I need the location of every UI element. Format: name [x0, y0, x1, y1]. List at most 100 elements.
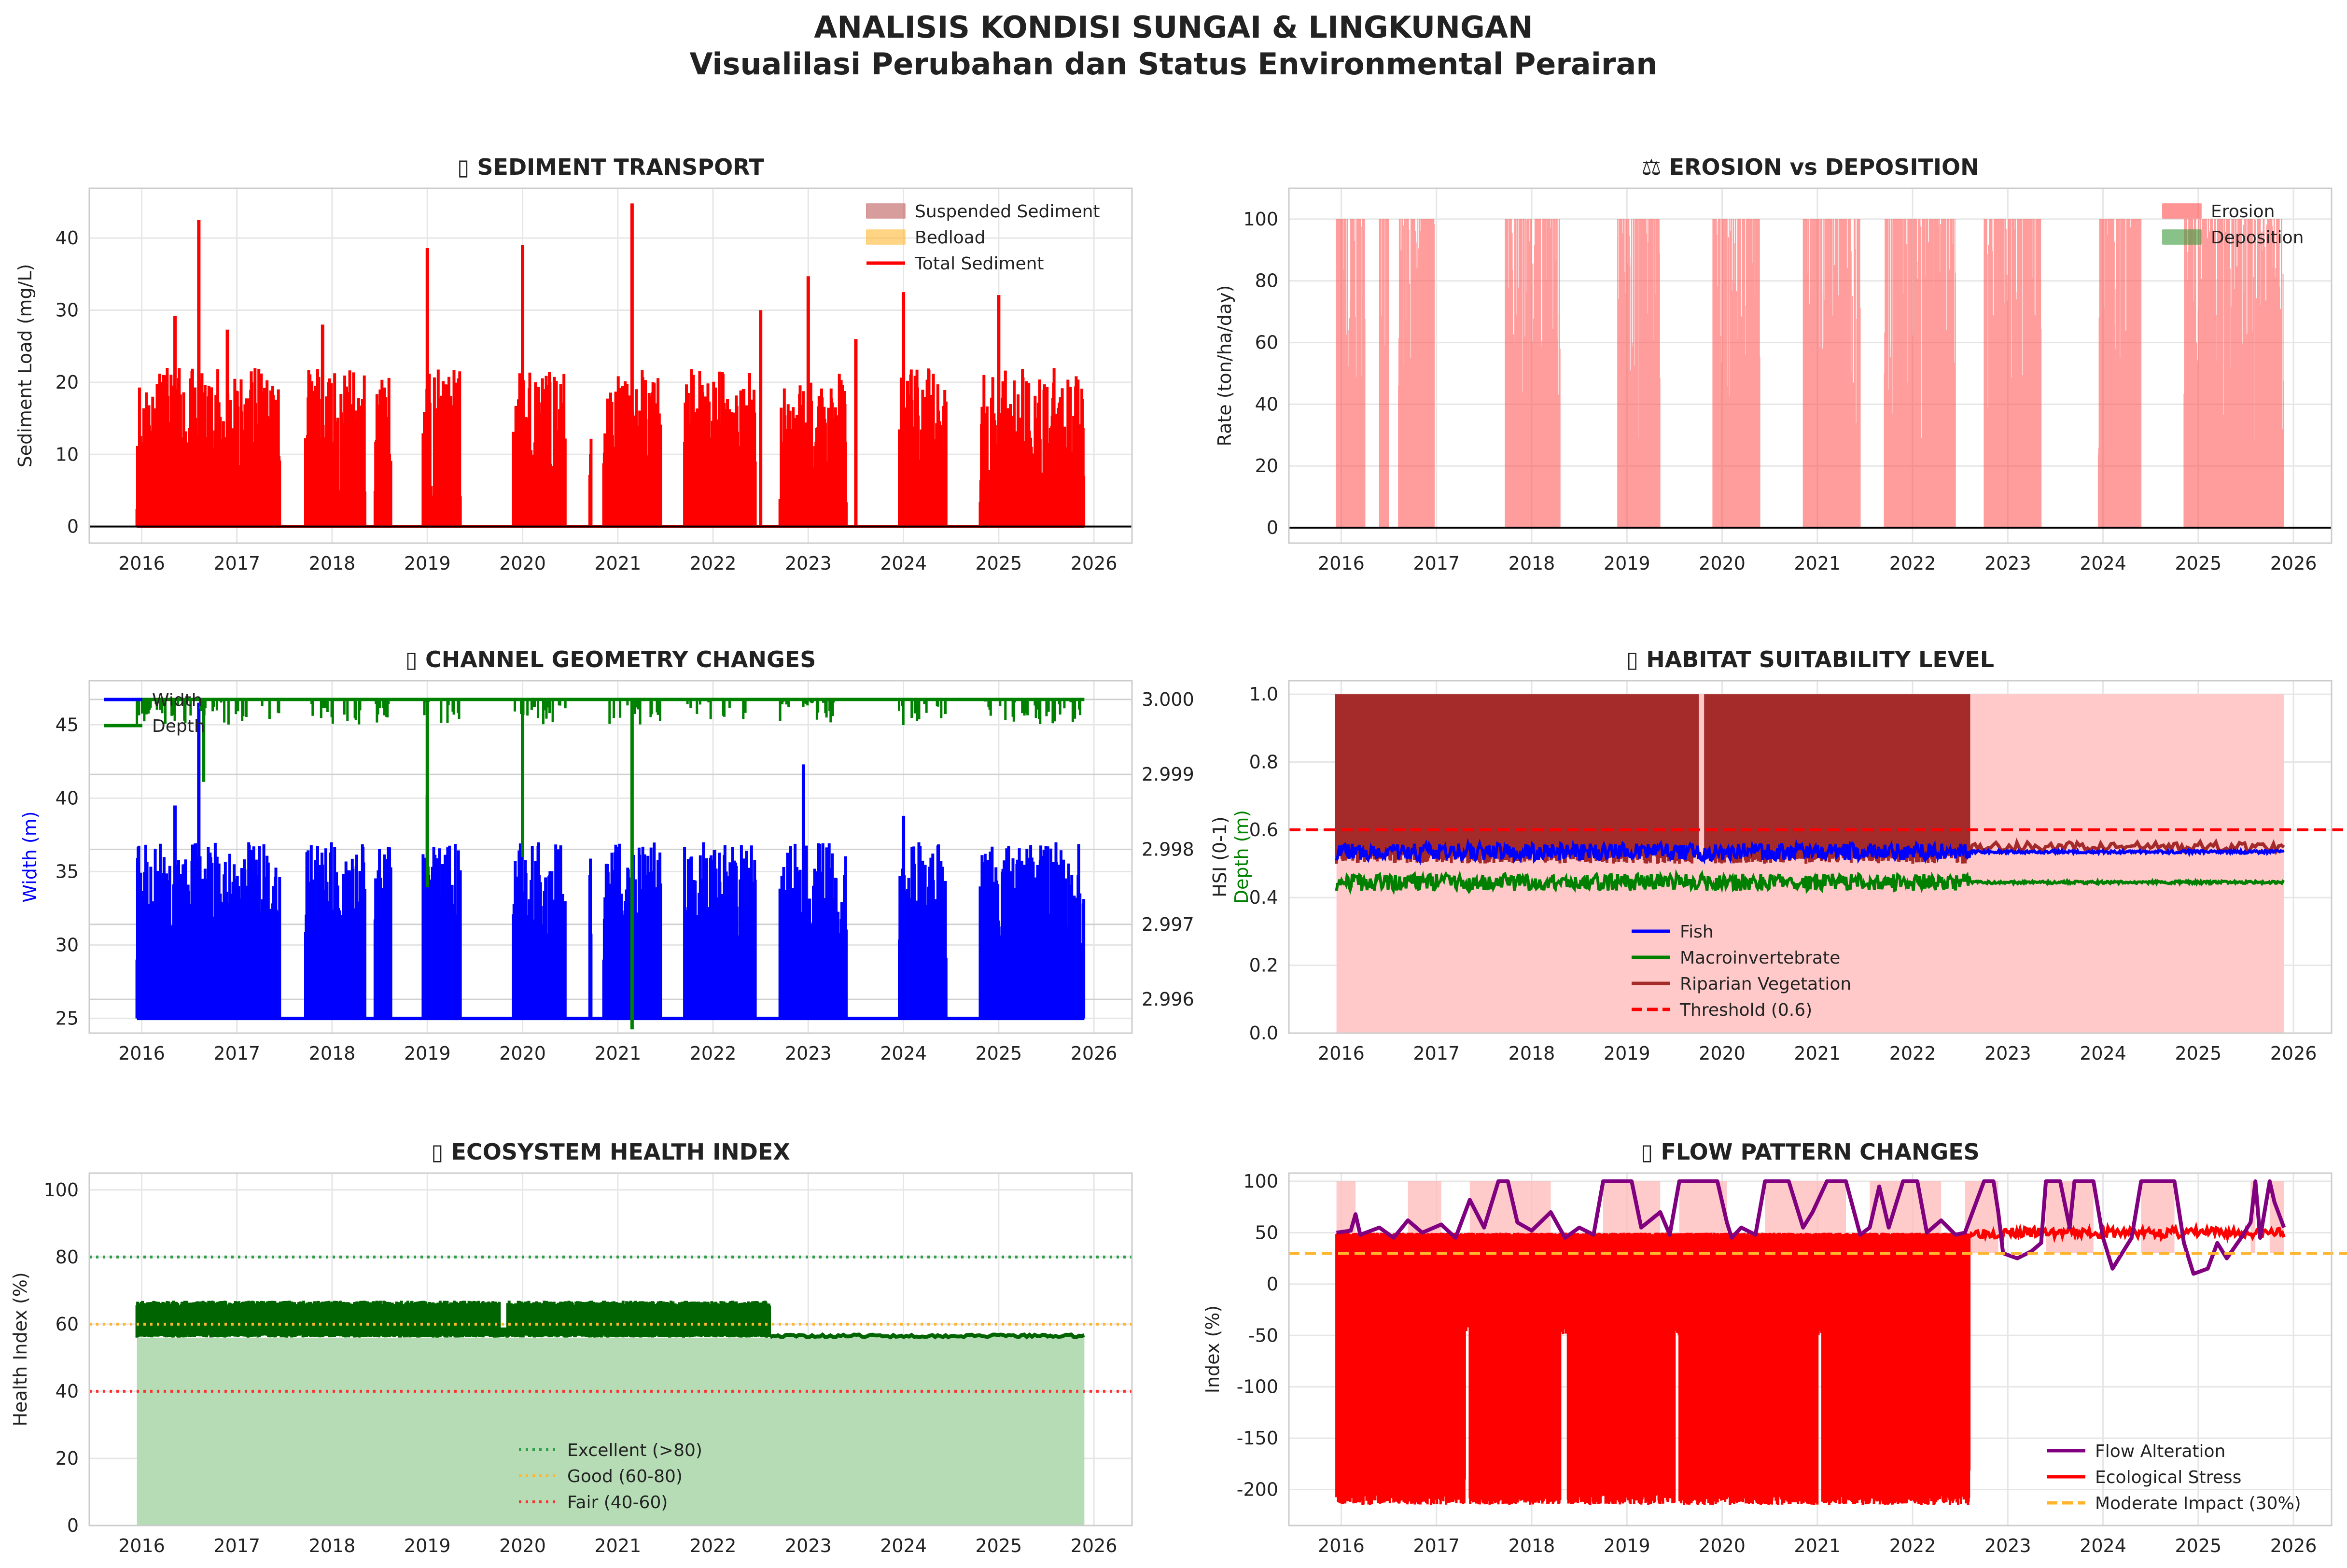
- health-legend-label: Good (60-80): [567, 1467, 683, 1486]
- flow-xtick-label: 2018: [1509, 1535, 1555, 1556]
- habitat-legend-label: Macroinvertebrate: [1680, 948, 1840, 968]
- flow-legend-label: Moderate Impact (30%): [2095, 1494, 2301, 1513]
- health-legend-label: Excellent (>80): [567, 1441, 702, 1460]
- erosion-title: ⚖ EROSION vs DEPOSITION: [1641, 154, 1979, 180]
- erosion-xtick-label: 2022: [1889, 553, 1936, 574]
- health-ytick-label: 0: [67, 1515, 79, 1536]
- sediment-marks: [89, 203, 1132, 528]
- habitat-xtick-label: 2018: [1509, 1043, 1555, 1064]
- health-xtick-label: 2018: [309, 1535, 356, 1556]
- sediment-title: ▯ SEDIMENT TRANSPORT: [457, 154, 764, 180]
- erosion-xtick-label: 2018: [1509, 553, 1555, 574]
- health-xtick-label: 2017: [213, 1535, 260, 1556]
- erosion-ylabel: Rate (ton/ha/day): [1214, 285, 1235, 447]
- ecological-stress-oscillation: [1335, 1232, 1971, 1505]
- erosion-bars: [1336, 219, 2284, 528]
- sediment-xtick-label: 2020: [499, 553, 546, 574]
- health-xtick-label: 2026: [1071, 1535, 1118, 1556]
- flow-ytick-label: 0: [1267, 1274, 1278, 1295]
- habitat-ylabel: HSI (0-1): [1209, 816, 1230, 897]
- geometry-ytick-label: 45: [56, 714, 79, 735]
- flow-xtick-label: 2023: [1984, 1535, 2031, 1556]
- flow-xtick-label: 2020: [1699, 1535, 1746, 1556]
- sediment-legend-label: Total Sediment: [914, 254, 1044, 274]
- geometry-xtick-label: 2018: [309, 1043, 356, 1064]
- flow-ytick-label: 100: [1243, 1171, 1278, 1192]
- erosion-marks: [1289, 219, 2332, 529]
- habitat-xtick-label: 2019: [1604, 1043, 1650, 1064]
- erosion-ytick-label: 20: [1255, 455, 1278, 476]
- geometry-xtick-label: 2023: [785, 1043, 832, 1064]
- erosion-xtick-label: 2026: [2270, 553, 2317, 574]
- erosion-ytick-label: 60: [1255, 332, 1278, 353]
- flow-ytick-label: 50: [1255, 1222, 1278, 1243]
- flow-ytick-label: -200: [1237, 1479, 1278, 1500]
- habitat-xtick-label: 2025: [2175, 1043, 2221, 1064]
- geometry-right-tick-label: 2.997: [1142, 914, 1194, 935]
- flow-xtick-label: 2016: [1318, 1535, 1365, 1556]
- flow-legend: Flow Alteration Ecological Stress Moderate…: [2047, 1442, 2301, 1513]
- health-ytick-label: 20: [56, 1448, 79, 1469]
- figure-title: ANALISIS KONDISI SUNGAI & LINGKUNGAN: [814, 10, 1533, 45]
- geometry-marks: [135, 698, 1086, 1030]
- sediment-xtick-label: 2022: [690, 553, 737, 574]
- erosion-legend-label: Erosion: [2211, 202, 2275, 222]
- sediment-ylabel: Sediment Load (mg/L): [14, 264, 36, 468]
- geometry-frame: [88, 680, 1133, 1034]
- geometry-xtick-label: 2026: [1071, 1043, 1118, 1064]
- flow-ytick-label: -100: [1237, 1376, 1278, 1398]
- sediment-legend-label: Suspended Sediment: [915, 202, 1100, 222]
- sediment-xtick-label: 2023: [785, 553, 832, 574]
- geometry-ytick-label: 40: [56, 787, 79, 809]
- erosion-frame: [1288, 187, 2333, 544]
- geometry-right-tick-label: 2.998: [1142, 839, 1194, 860]
- flow-xtick-label: 2022: [1889, 1535, 1936, 1556]
- health-ytick-label: 100: [43, 1179, 79, 1201]
- sediment-ytick-label: 30: [56, 299, 79, 321]
- health-xtick-label: 2020: [499, 1535, 546, 1556]
- sediment-xtick-label: 2018: [309, 553, 356, 574]
- geometry-ytick-label: 30: [56, 935, 79, 956]
- geometry-xtick-label: 2021: [594, 1043, 641, 1064]
- habitat-ytick-label: 0.2: [1249, 955, 1278, 976]
- macroinvertebrate-line: [1335, 868, 2285, 896]
- health-xtick-label: 2025: [975, 1535, 1022, 1556]
- sediment-ytick-label: 20: [56, 372, 79, 393]
- flow-alteration-line: [1336, 1179, 2286, 1276]
- erosion-legend-swatch: [2162, 229, 2202, 245]
- sediment-ytick-label: 0: [67, 516, 79, 537]
- health-marks: [89, 1255, 1132, 1526]
- habitat-xtick-label: 2023: [1984, 1043, 2031, 1064]
- health-title: ▯ ECOSYSTEM HEALTH INDEX: [431, 1139, 790, 1165]
- erosion-legend-label: Deposition: [2211, 228, 2304, 248]
- geometry-xtick-label: 2020: [499, 1043, 546, 1064]
- geometry-xtick-label: 2024: [880, 1043, 927, 1064]
- sediment-ytick-label: 10: [56, 444, 79, 465]
- sediment-xtick-label: 2025: [975, 553, 1022, 574]
- health-ytick-label: 40: [56, 1381, 79, 1402]
- health-ylabel: Health Index (%): [10, 1272, 31, 1426]
- habitat-ytick-label: 0.4: [1249, 887, 1278, 908]
- health-xtick-label: 2023: [785, 1535, 832, 1556]
- health-band: [135, 1301, 771, 1338]
- sediment-legend: Suspended Sediment Bedload Total Sediment: [866, 202, 1100, 274]
- health-xtick-label: 2021: [594, 1535, 641, 1556]
- flow-ytick-label: -150: [1237, 1428, 1278, 1449]
- geometry-ylabel-right: Depth (m): [1231, 810, 1252, 904]
- erosion-xtick-label: 2016: [1318, 553, 1365, 574]
- erosion-xtick-label: 2024: [2080, 553, 2126, 574]
- flow-xtick-label: 2019: [1604, 1535, 1650, 1556]
- ecological-stress-line: [1968, 1221, 2286, 1244]
- erosion-xtick-label: 2021: [1794, 553, 1841, 574]
- sediment-xtick-label: 2026: [1071, 553, 1118, 574]
- sediment-legend-swatch: [866, 229, 906, 245]
- erosion-xtick-label: 2017: [1413, 553, 1460, 574]
- habitat-ytick-label: 0.8: [1249, 751, 1278, 772]
- habitat-xtick-label: 2026: [2270, 1043, 2317, 1064]
- habitat-ytick-label: 0.6: [1249, 819, 1278, 840]
- habitat-title: ▯ HABITAT SUITABILITY LEVEL: [1626, 646, 1994, 672]
- erosion-ytick-label: 40: [1255, 393, 1278, 415]
- habitat-frame: [1288, 680, 2333, 1034]
- erosion-ytick-label: 0: [1267, 517, 1278, 538]
